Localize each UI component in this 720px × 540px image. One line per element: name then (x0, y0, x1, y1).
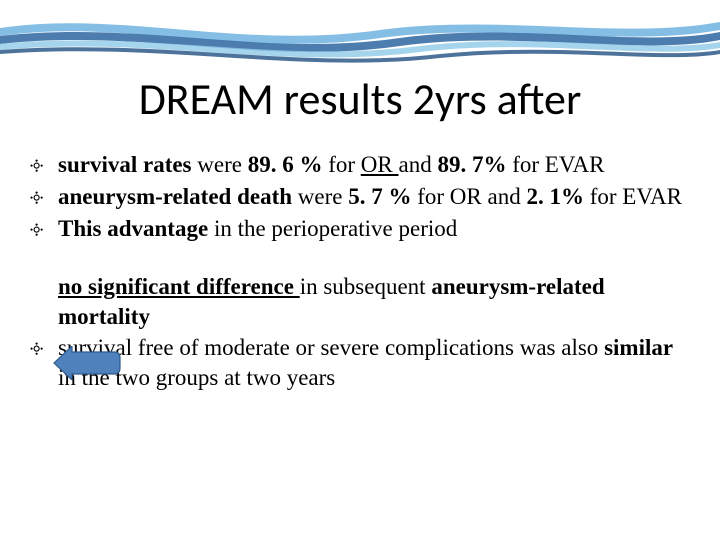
text-span: were (298, 184, 348, 209)
text-span: for OR and (417, 184, 526, 209)
text-span: survival rates (58, 152, 197, 177)
wave-path-2 (0, 32, 720, 52)
bullet-item: ༓ survival rates were 89. 6 % for OR and… (30, 150, 690, 180)
bullet-text: aneurysm-related death were 5. 7 % for O… (58, 184, 682, 209)
text-span: no significant difference (58, 274, 300, 299)
text-span: and (398, 152, 437, 177)
text-span: in subsequent (300, 274, 432, 299)
text-span: in the perioperative period (214, 216, 457, 241)
bullet-item: ༓ survival free of moderate or severe co… (30, 333, 690, 393)
bullet-item: ༓ aneurysm-related death were 5. 7 % for… (30, 182, 690, 212)
text-span: This advantage (58, 216, 214, 241)
text-span: 89. 7% (437, 152, 512, 177)
slide-content: ༓ survival rates were 89. 6 % for OR and… (30, 150, 690, 395)
wave-path-3 (0, 41, 720, 58)
arrow-icon (52, 346, 122, 380)
text-span: 5. 7 % (348, 184, 417, 209)
text-span: for EVAR (590, 184, 682, 209)
bullet-text: survival free of moderate or severe comp… (58, 335, 673, 390)
slide-title: DREAM results 2yrs after (0, 72, 720, 126)
indented-line: no significant difference in subsequent … (30, 272, 690, 332)
text-span: were (197, 152, 247, 177)
text-span: 89. 6 % (248, 152, 329, 177)
text-span: similar (604, 335, 673, 360)
bullet-glyph-icon: ༓ (30, 216, 43, 245)
bullet-text: survival rates were 89. 6 % for OR and 8… (58, 152, 604, 177)
text-span: for (328, 152, 361, 177)
bullet-glyph-icon: ༓ (30, 152, 43, 181)
bullet-item: ༓ This advantage in the perioperative pe… (30, 214, 690, 244)
slide: DREAM results 2yrs after ༓ survival rate… (0, 0, 720, 540)
text-span: OR (361, 152, 399, 177)
text-span: for EVAR (512, 152, 604, 177)
wave-path-1 (0, 22, 720, 44)
bullet-glyph-icon: ༓ (30, 335, 43, 364)
indented-text: no significant difference in subsequent … (58, 274, 605, 329)
bullet-text: This advantage in the perioperative peri… (58, 216, 457, 241)
wave-path-4 (0, 47, 720, 62)
text-span: survival free of moderate or severe comp… (58, 335, 604, 360)
bullet-glyph-icon: ༓ (30, 184, 43, 213)
text-span: 2. 1% (526, 184, 589, 209)
text-span: aneurysm-related death (58, 184, 298, 209)
